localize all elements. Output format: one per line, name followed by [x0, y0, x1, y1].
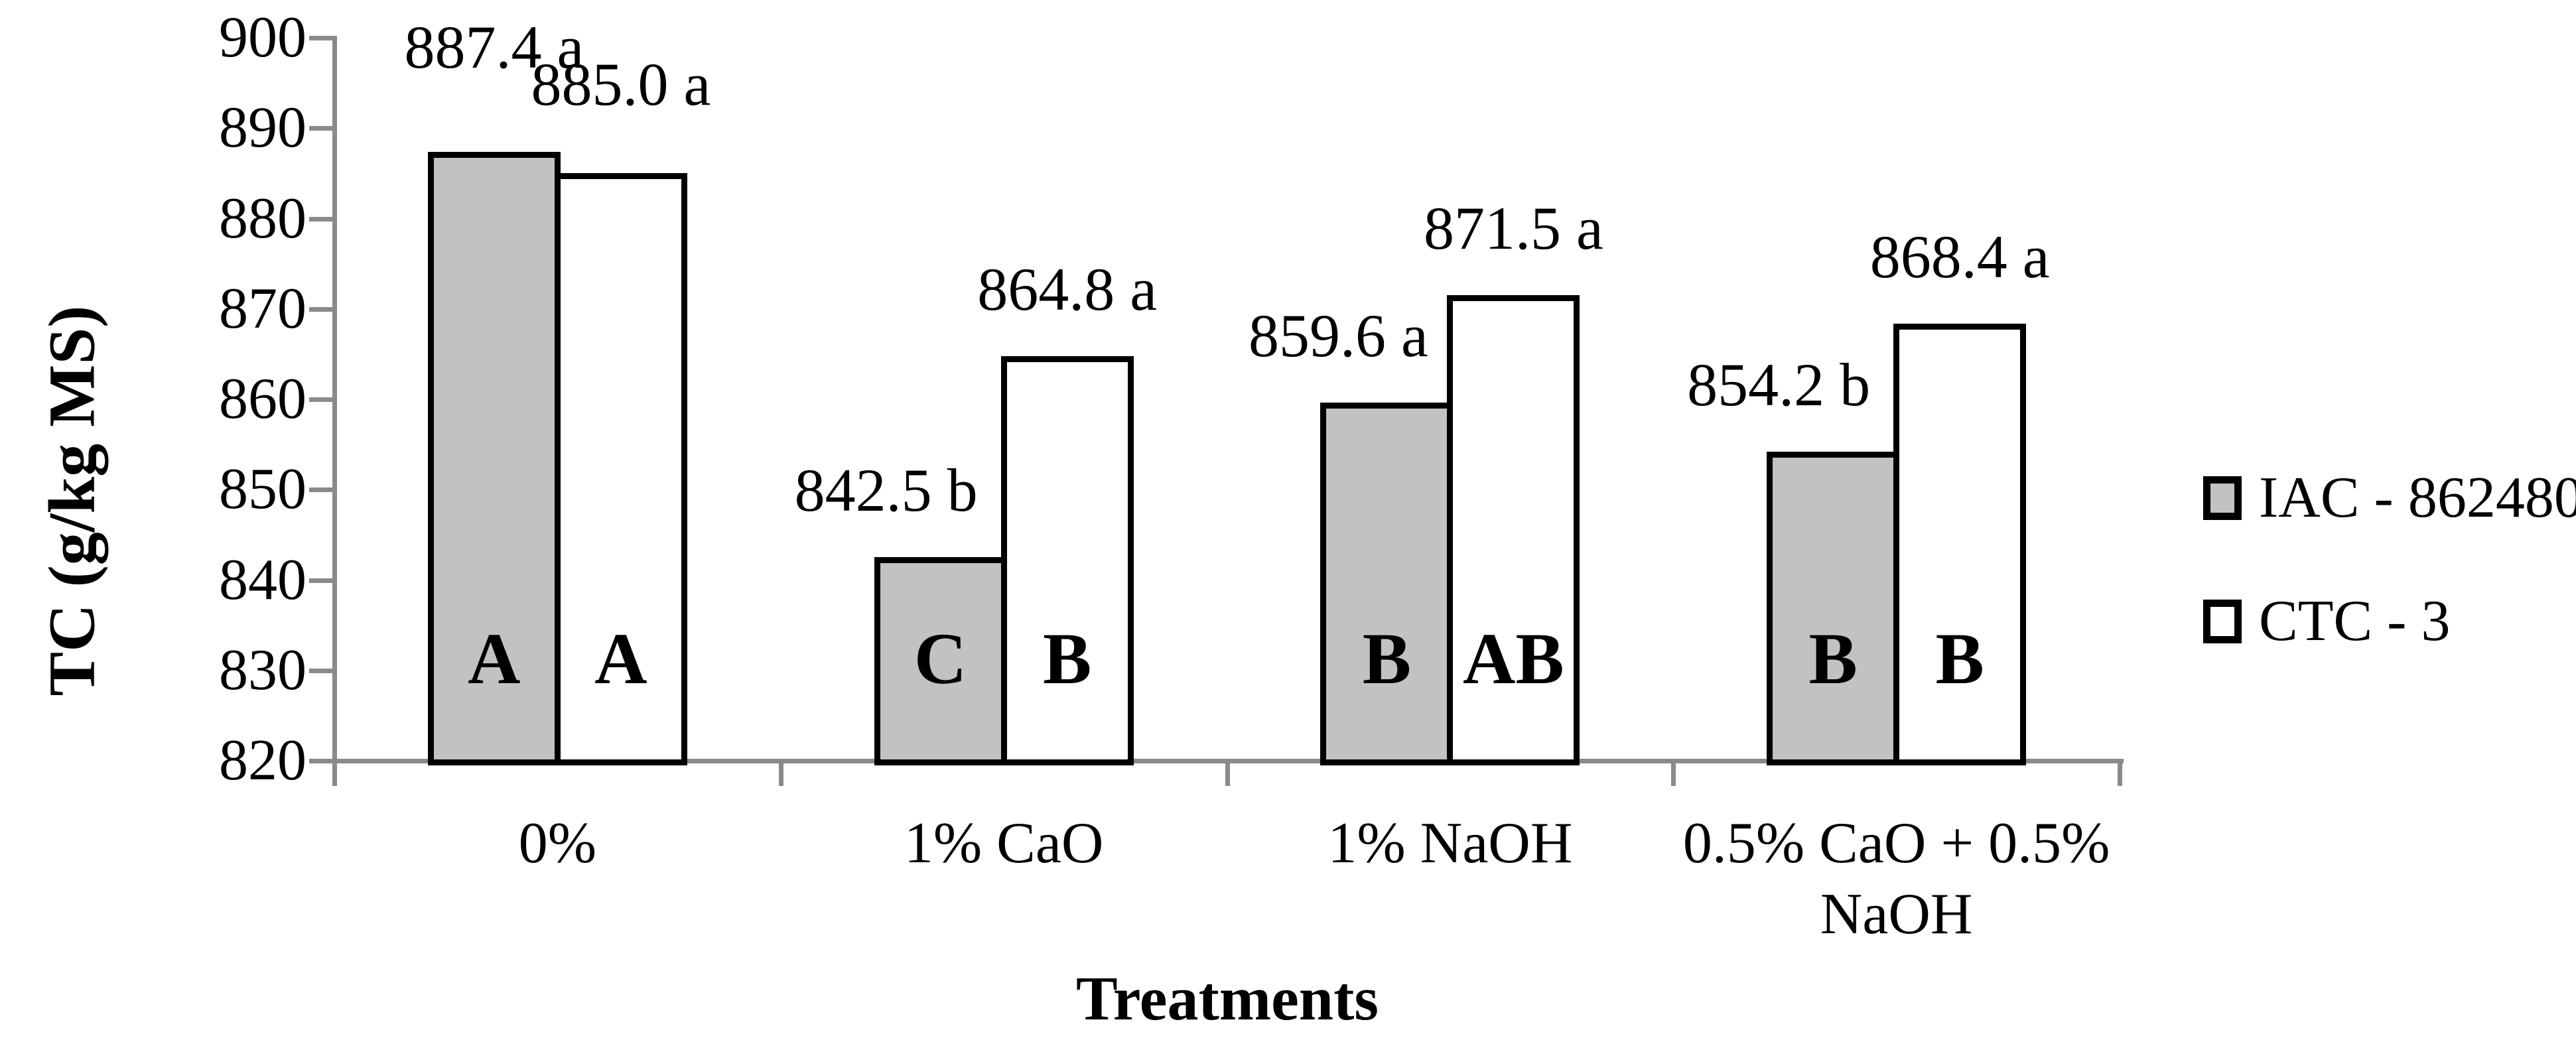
x-tick	[1225, 761, 1230, 786]
bar-letter: AB	[1462, 618, 1564, 699]
y-tick-label: 860	[219, 367, 306, 431]
category-label: 0%	[518, 811, 597, 876]
bar-data-label: 859.6 a	[1248, 302, 1428, 370]
bar-data-label: 842.5 b	[794, 456, 978, 525]
y-tick-label: 830	[219, 637, 306, 702]
legend-swatch-gray-icon	[2203, 476, 2242, 520]
y-tick	[309, 397, 334, 402]
x-tick	[2118, 761, 2122, 786]
y-tick-label: 820	[219, 728, 306, 793]
bar-ctc-cat2	[1447, 295, 1580, 765]
y-tick-label: 880	[219, 186, 306, 251]
bar-iac-cat2	[1320, 403, 1454, 765]
bar-data-label: 868.4 a	[1869, 222, 2050, 291]
category-label: 1% CaO	[904, 811, 1104, 876]
y-tick-label: 840	[219, 547, 306, 612]
y-tick	[309, 759, 334, 763]
y-tick	[309, 126, 334, 131]
y-tick	[309, 36, 334, 40]
bar-iac-cat3	[1767, 452, 1900, 765]
bar-data-label: 885.0 a	[531, 50, 711, 119]
bar-letter: C	[914, 618, 967, 699]
bar-iac-cat1	[874, 557, 1007, 765]
y-tick	[309, 487, 334, 493]
bar-iac-cat0	[427, 151, 561, 765]
legend-item-iac: IAC - 862480	[2203, 458, 2576, 538]
legend-label: CTC - 3	[2259, 589, 2451, 653]
legend-label: IAC - 862480	[2259, 466, 2576, 530]
bar-data-label: 887.4 a	[404, 13, 584, 81]
legend-swatch-white-icon	[2203, 600, 2242, 643]
y-axis-line	[332, 36, 337, 786]
y-tick	[309, 578, 334, 583]
bar-data-label: 871.5 a	[1423, 194, 1603, 263]
category-label: 1% NaOH	[1327, 811, 1573, 876]
y-tick	[309, 216, 334, 222]
y-tick-label: 900	[219, 5, 306, 70]
bar-ctc-cat1	[1000, 356, 1134, 765]
y-tick	[309, 306, 334, 312]
y-tick-label: 870	[219, 276, 306, 341]
bar-letter: B	[1808, 618, 1858, 699]
bar-data-label: 854.2 b	[1687, 351, 1871, 419]
legend-item-ctc: CTC - 3	[2203, 582, 2576, 661]
y-tick-label: 850	[219, 457, 306, 522]
y-tick	[309, 668, 334, 673]
category-label: 0.5% CaO + 0.5% NaOH	[1682, 811, 2110, 947]
bar-letter: B	[1935, 618, 1984, 699]
legend: IAC - 862480 CTC - 3	[2203, 458, 2576, 661]
x-tick	[778, 761, 783, 786]
bar-letter: A	[594, 618, 647, 699]
bar-data-label: 864.8 a	[977, 255, 1158, 323]
bar-letter: A	[468, 618, 521, 699]
x-tick	[1671, 761, 1676, 786]
x-tick	[332, 761, 337, 786]
x-axis-title: Treatments	[1076, 964, 1379, 1033]
bar-ctc-cat0	[554, 173, 687, 765]
y-tick-label: 890	[219, 96, 306, 161]
bar-letter: B	[1042, 618, 1092, 699]
bar-letter: B	[1362, 618, 1412, 699]
